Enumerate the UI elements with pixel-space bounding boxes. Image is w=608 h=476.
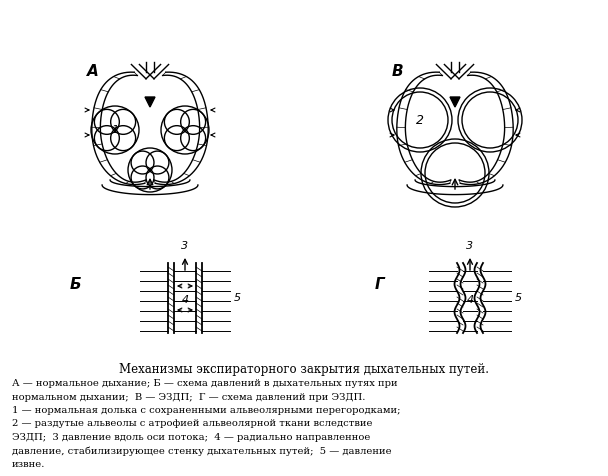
Text: извне.: извне. [12, 460, 46, 469]
Text: 2 — раздутые альвеолы с атрофией альвеолярной ткани вследствие: 2 — раздутые альвеолы с атрофией альвеол… [12, 419, 373, 428]
Text: 5: 5 [234, 293, 241, 303]
Text: 5: 5 [515, 293, 522, 303]
Polygon shape [450, 97, 460, 107]
Text: 3: 3 [466, 241, 474, 251]
Text: Механизмы экспираторного закрытия дыхательных путей.: Механизмы экспираторного закрытия дыхате… [119, 363, 489, 376]
Text: 2: 2 [416, 113, 424, 127]
Text: 1 — нормальная долька с сохраненными альвеолярными перегородками;: 1 — нормальная долька с сохраненными аль… [12, 406, 401, 415]
Text: В: В [392, 65, 404, 79]
Text: Б: Б [70, 277, 81, 292]
Text: 4: 4 [181, 295, 188, 305]
Text: нормальном дыхании;  В — ЭЗДП;  Г — схема давлений при ЭЗДП.: нормальном дыхании; В — ЭЗДП; Г — схема … [12, 393, 365, 401]
Text: А — нормальное дыхание; Б — схема давлений в дыхательных путях при: А — нормальное дыхание; Б — схема давлен… [12, 379, 398, 388]
Text: А: А [87, 65, 98, 79]
Text: давление, стабилизирующее стенку дыхательных путей;  5 — давление: давление, стабилизирующее стенку дыхател… [12, 446, 392, 456]
Text: Г: Г [375, 277, 385, 292]
Text: 3: 3 [181, 241, 188, 251]
Polygon shape [145, 97, 155, 107]
Text: 1: 1 [111, 125, 119, 135]
Text: 4: 4 [466, 295, 474, 305]
Text: ЭЗДП;  3 давление вдоль оси потока;  4 — радиально направленное: ЭЗДП; 3 давление вдоль оси потока; 4 — р… [12, 433, 370, 442]
